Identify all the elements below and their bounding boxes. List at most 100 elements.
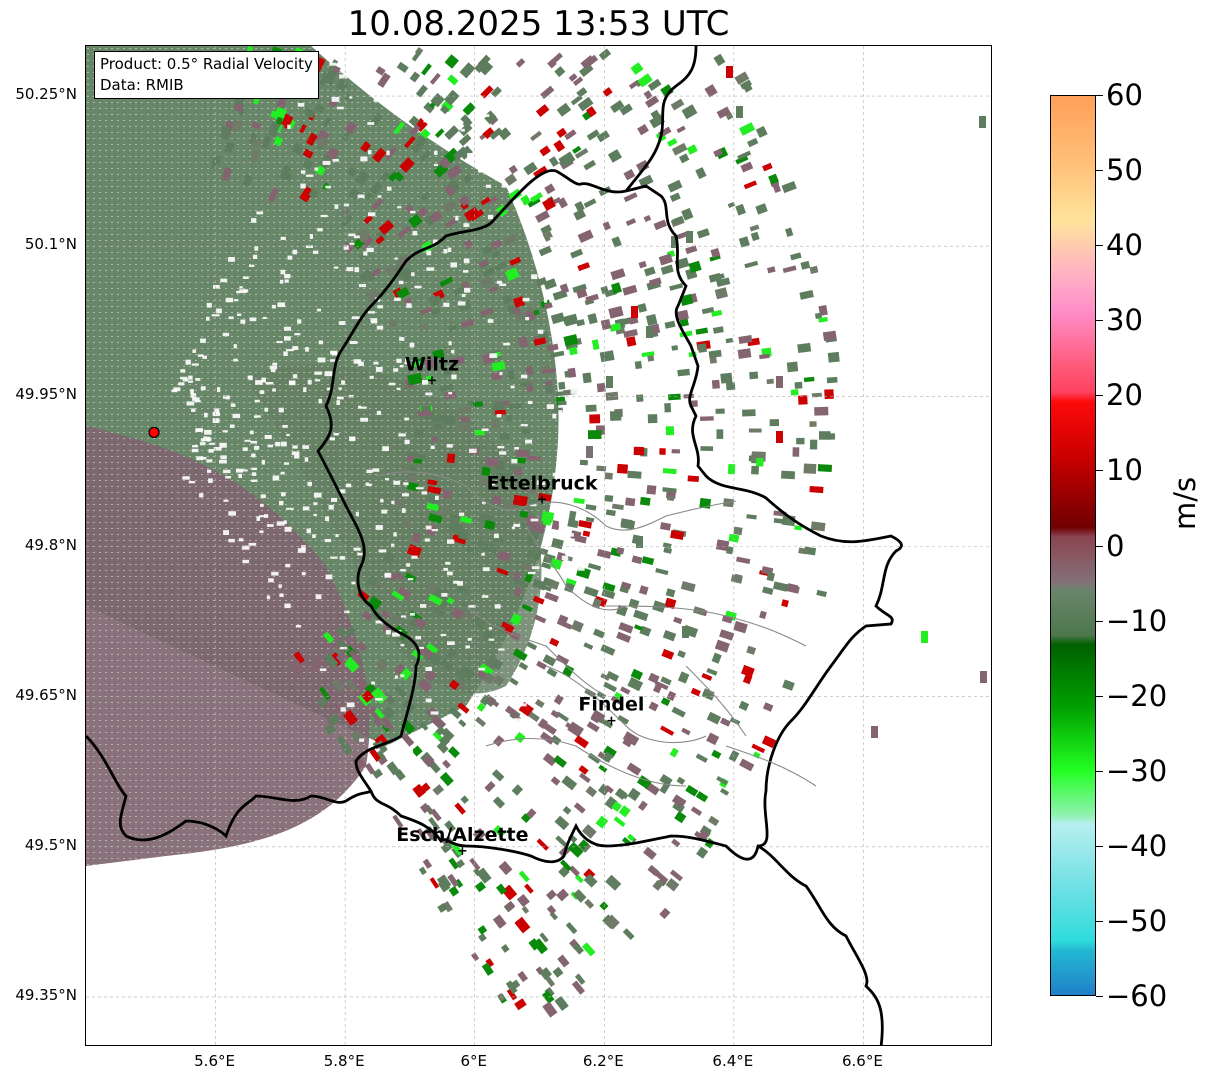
radar-gate-speck (563, 313, 579, 327)
radar-gate-speck (786, 361, 799, 373)
radar-gate-speck (710, 247, 721, 258)
radar-gap (220, 455, 227, 460)
city-label: Findel (578, 694, 644, 716)
radar-gate-speck (711, 379, 720, 389)
radar-gate-speck (737, 348, 752, 359)
radar-gap (280, 269, 286, 275)
radar-gate-speck (377, 72, 391, 88)
radar-gate-speck (570, 94, 583, 106)
radar-gate-speck (439, 384, 454, 392)
radar-gate-speck (558, 866, 570, 878)
radar-gate-speck (611, 503, 624, 510)
radar-gate-speck (617, 789, 629, 800)
radar-gate-speck (794, 525, 803, 531)
radar-gate-speck (782, 679, 795, 691)
radar-gate-speck (451, 534, 467, 545)
radar-gate-speck (659, 907, 671, 920)
radar-gap (291, 451, 300, 456)
radar-gap (475, 157, 481, 161)
radar-gate-speck (637, 123, 649, 136)
radar-gate-speck (743, 84, 753, 93)
radar-gate-speck (273, 106, 287, 122)
radar-gate-speck (601, 751, 614, 763)
radar-gap (278, 584, 282, 588)
radar-gate-speck (546, 904, 557, 915)
radar-gate-speck (438, 156, 451, 169)
radar-gate-speck (662, 542, 672, 549)
radar-gate-speck (284, 115, 294, 130)
radar-gate-speck (251, 121, 262, 130)
radar-gate-speck (370, 267, 382, 278)
radar-gate-speck (502, 294, 513, 305)
radar-gap (391, 543, 395, 548)
radar-gap (360, 156, 368, 162)
radar-gap (266, 524, 274, 527)
radar-gap (387, 747, 396, 751)
radar-gate-speck (620, 581, 632, 590)
radar-gate-speck (735, 155, 749, 165)
radar-gate-speck (355, 227, 371, 243)
radar-gap (196, 456, 203, 461)
radar-gate-speck (439, 771, 454, 787)
radar-gate-speck (746, 645, 757, 655)
radar-gate-speck (749, 371, 759, 380)
radar-gap (600, 375, 605, 379)
radar-gap (294, 333, 301, 336)
radar-gate-speck (600, 319, 612, 331)
isolated-echo-cell (636, 536, 643, 548)
radar-gate-speck (659, 522, 671, 531)
isolated-echo-cell (736, 106, 743, 118)
radar-gate-speck (391, 590, 405, 602)
radar-gate-speck (565, 722, 579, 734)
radar-gate-speck (448, 679, 460, 691)
colorbar-tick (1096, 620, 1103, 622)
radar-gate-speck (663, 547, 672, 554)
radar-gate-speck (360, 141, 372, 153)
radar-gate-speck (520, 194, 531, 206)
radar-gate-speck (711, 652, 722, 664)
radar-gap (498, 648, 505, 651)
radar-gap (200, 438, 205, 442)
radar-gate-speck (501, 473, 513, 479)
radar-gate-speck (680, 581, 696, 593)
radar-gate-speck (417, 678, 433, 693)
radar-gate-speck (406, 481, 419, 492)
radar-gap (430, 711, 439, 715)
radar-gap (185, 359, 191, 365)
radar-gate-speck (523, 161, 538, 176)
radar-gap (394, 257, 398, 260)
radar-gate-speck (504, 173, 518, 186)
radar-gate-speck (648, 701, 659, 712)
radar-gap (283, 351, 288, 356)
radar-gate-speck (517, 970, 529, 983)
radar-gap (313, 502, 318, 506)
radar-gate-speck (411, 50, 422, 62)
radar-gate-speck (676, 776, 686, 785)
radar-gate-speck (613, 816, 626, 828)
radar-gap (206, 436, 210, 442)
radar-gate-speck (786, 583, 799, 594)
radar-gate-speck (554, 995, 569, 1012)
radar-gap (373, 97, 378, 102)
radar-gap (251, 472, 257, 476)
radar-gate-speck (316, 136, 330, 150)
radar-gap (208, 449, 214, 453)
radar-gap (499, 372, 503, 376)
radar-gap (578, 416, 585, 420)
radar-gap (190, 393, 197, 398)
radar-gate-speck (497, 550, 512, 562)
radar-gate-speck (727, 463, 736, 475)
radar-gate-speck (342, 709, 359, 726)
radar-gate-speck (677, 671, 690, 684)
radar-gap (468, 605, 476, 608)
radar-gap (233, 344, 237, 349)
radar-gate-speck (439, 276, 454, 287)
radar-gate-speck (436, 741, 449, 754)
radar-gap (316, 308, 321, 312)
radar-gap (346, 483, 352, 488)
radar-gate-speck (539, 932, 549, 943)
radar-gap (267, 444, 273, 448)
radar-gap (222, 430, 228, 433)
radar-gate-speck (711, 749, 722, 759)
radar-gap (208, 478, 213, 483)
